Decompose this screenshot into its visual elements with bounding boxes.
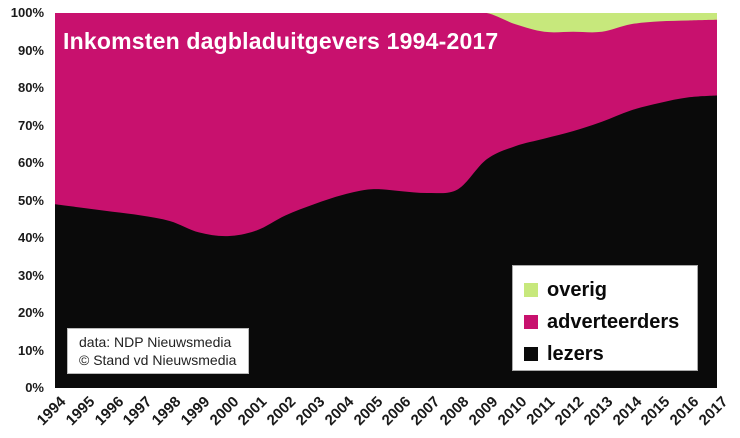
y-tick-label: 60% <box>17 155 44 170</box>
legend-item-overig: overig <box>524 275 697 304</box>
plot-area: Inkomsten dagbladuitgevers 1994-2017 dat… <box>55 13 717 388</box>
y-tick-label: 80% <box>17 80 44 95</box>
y-tick-label: 50% <box>17 192 44 208</box>
legend-swatch-lezers <box>524 346 538 361</box>
legend-label: lezers <box>547 342 604 365</box>
y-tick-label: 100% <box>10 5 44 20</box>
source-line-2: © Stand vd Nieuwsmedia <box>79 352 237 368</box>
x-axis: 1994 1995 1996 1997 1998 1999 2000 2001 2002 2003… <box>0 388 740 438</box>
source-box: data: NDP Nieuwsmedia © Stand vd Nieuwsm… <box>67 328 249 374</box>
y-tick-label: 90% <box>17 42 44 58</box>
y-tick-label: 40% <box>17 230 44 245</box>
source-line-1: data: NDP Nieuwsmedia <box>79 334 232 350</box>
legend: overig adverteerders lezers <box>512 265 698 371</box>
y-tick-label: 30% <box>17 267 44 283</box>
y-tick-label: 10% <box>17 342 44 358</box>
legend-label: overig <box>547 278 608 301</box>
y-axis: 100% 90% 80% 70% 60% 50% 40% 30% 20% 10% 0% <box>0 0 48 400</box>
y-tick-label: 0% <box>25 380 44 395</box>
area-overig <box>458 13 717 33</box>
legend-label: adverteerders <box>547 310 680 333</box>
chart-title: Inkomsten dagbladuitgevers 1994-2017 <box>63 28 499 54</box>
legend-swatch-overig <box>524 282 538 297</box>
y-tick-label: 20% <box>17 305 44 320</box>
y-tick-label: 70% <box>17 117 44 133</box>
legend-swatch-adverteerders <box>524 314 538 329</box>
legend-item-lezers: lezers <box>524 339 697 368</box>
legend-item-adverteerders: adverteerders <box>524 307 697 336</box>
